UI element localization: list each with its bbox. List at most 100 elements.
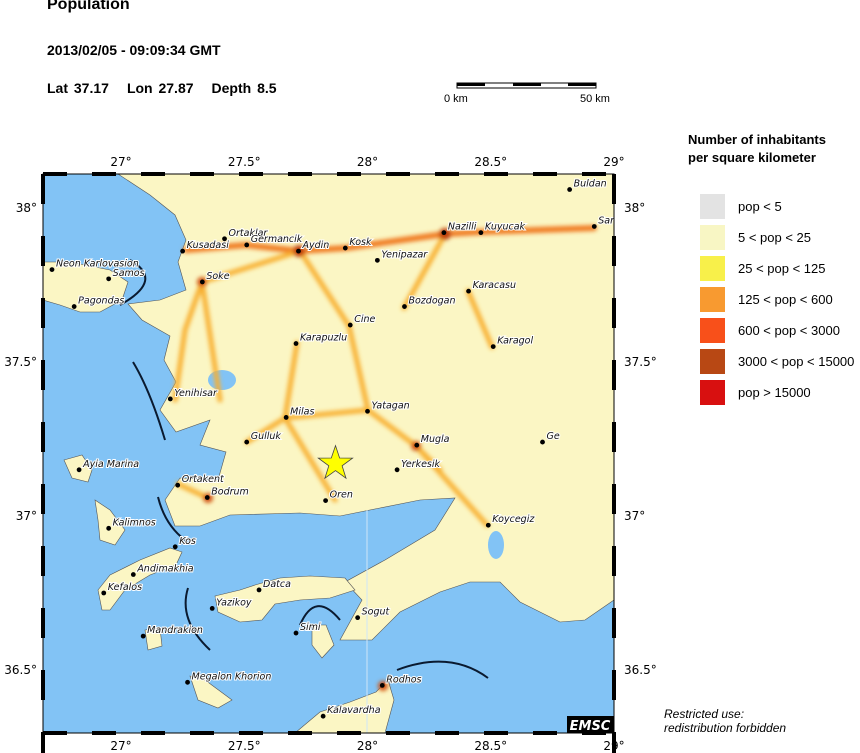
city-marker[interactable]: Aydin <box>296 239 330 254</box>
frame-dash <box>337 731 361 735</box>
city-marker[interactable]: Samos <box>106 267 146 282</box>
city-label: Bodrum <box>211 487 249 498</box>
legend-label: pop < 5 <box>738 198 782 214</box>
city-label: Germancik <box>251 234 303 245</box>
city-marker[interactable]: Kalavardha <box>320 704 382 719</box>
city-marker[interactable]: Karapuzlu <box>293 332 348 346</box>
city-marker[interactable]: Oren <box>323 489 354 503</box>
frame-dash <box>435 731 459 735</box>
city-label: Mandrakion <box>147 625 203 636</box>
city-marker[interactable]: Ge <box>540 430 561 445</box>
city-label: Kalimnos <box>113 517 156 528</box>
city-marker[interactable]: Pagondas <box>71 295 125 309</box>
city-marker[interactable]: Mugla <box>414 433 451 448</box>
frame-dash <box>612 546 616 576</box>
frame-dash <box>92 172 116 176</box>
city-label: Oren <box>330 490 353 501</box>
frame-dash <box>141 731 165 735</box>
city-marker[interactable]: Bozdogan <box>402 295 457 309</box>
city-marker[interactable]: Ortaklar <box>222 227 269 242</box>
frame-dash <box>43 731 67 735</box>
city-label: Datca <box>263 579 291 590</box>
map-title: Population <box>47 0 130 13</box>
city-marker[interactable]: Nazilli <box>441 221 478 236</box>
legend-title-line2: per square kilometer <box>688 150 816 165</box>
city-marker[interactable]: Yenihisar <box>167 387 219 402</box>
emsc-logo-text: EMSC <box>570 719 611 734</box>
frame-dash <box>612 670 616 700</box>
restricted-line1: Restricted use: <box>664 707 745 721</box>
city-marker[interactable]: Neon Karlovasion <box>49 258 140 272</box>
city-marker[interactable]: Ortakent <box>175 473 226 488</box>
city-marker[interactable]: Simi <box>293 621 322 636</box>
lat-tick-label-right: 36.5° <box>624 663 657 677</box>
city-marker[interactable]: Megalon Khorion <box>185 670 272 685</box>
city-marker[interactable]: Kos <box>172 535 197 550</box>
city-label: Ortaklar <box>229 228 269 239</box>
frame-dash <box>190 731 214 735</box>
city-marker[interactable]: Koycegiz <box>485 513 536 528</box>
legend-swatch <box>700 193 725 219</box>
city-marker[interactable]: Kusadasi <box>180 239 230 254</box>
legend-swatch <box>700 379 725 405</box>
legend-item: 5 < pop < 25 <box>700 224 811 250</box>
city-label: Buldan <box>574 179 607 190</box>
city-marker[interactable]: Kalimnos <box>106 516 157 531</box>
city-marker[interactable]: Buldan <box>567 178 608 192</box>
city-dot <box>374 257 380 263</box>
city-label: Cine <box>354 314 375 325</box>
city-label: Soke <box>206 271 229 282</box>
city-marker[interactable]: Yazikoy <box>209 596 253 611</box>
city-marker[interactable]: Rodhos <box>379 673 423 688</box>
legend-title: Number of inhabitants per square kilomet… <box>688 131 826 167</box>
city-label: Kuyucak <box>485 222 526 233</box>
city-dot <box>293 341 299 346</box>
frame-dash <box>41 732 45 753</box>
city-dot <box>244 439 250 445</box>
city-marker[interactable]: Andimakhia <box>130 563 195 577</box>
city-marker[interactable]: Bodrum <box>204 486 250 500</box>
city-marker[interactable]: Milas <box>283 405 315 420</box>
city-marker[interactable]: Germancik <box>244 233 304 248</box>
frame-dash <box>612 732 616 753</box>
city-label: Ge <box>547 431 560 442</box>
city-marker[interactable]: Gulluk <box>244 430 282 445</box>
frame-dash <box>612 174 616 204</box>
city-label: Nazilli <box>448 222 477 233</box>
frame-dash <box>612 422 616 452</box>
city-marker[interactable]: Datca <box>256 578 292 593</box>
population-map[interactable]: Buldan Sar Nazilli Kuyucak OrtaklarGermancik… <box>0 0 660 753</box>
nisyros-island <box>144 627 163 651</box>
epicenter-star-icon[interactable] <box>317 444 354 480</box>
event-datetime: 2013/02/05 - 09:09:34 GMT <box>47 42 221 58</box>
legend-swatch <box>700 348 725 374</box>
city-marker[interactable]: Sar <box>591 214 615 229</box>
legend-swatch <box>700 224 725 250</box>
city-label: Kosk <box>349 237 372 248</box>
frame-dash <box>41 360 45 390</box>
city-marker[interactable]: Sogut <box>355 606 392 621</box>
city-label: Mugla <box>421 434 450 445</box>
city-dot <box>172 544 178 550</box>
city-marker[interactable]: Kefalos <box>101 581 143 596</box>
scale-start-label: 0 km <box>444 93 468 105</box>
city-marker[interactable]: Ayia Marina <box>76 458 140 473</box>
frame-dash <box>41 608 45 638</box>
frame-dash <box>288 172 312 176</box>
city-marker[interactable]: Kuyucak <box>478 221 527 236</box>
city-marker[interactable]: Karagol <box>490 335 534 349</box>
city-marker[interactable]: Cine <box>347 313 377 328</box>
city-marker[interactable]: Kosk <box>342 236 373 251</box>
city-label: Andimakhia <box>136 564 193 575</box>
city-marker[interactable]: Yenipazar <box>374 248 429 263</box>
frame-dash <box>582 172 606 176</box>
city-marker[interactable]: Yatagan <box>365 399 411 414</box>
frame-dash <box>41 484 45 514</box>
city-marker[interactable]: Yerkesik <box>394 458 442 473</box>
city-marker[interactable]: Karacasu <box>466 279 517 294</box>
city-marker[interactable]: Soke <box>199 270 231 285</box>
city-label: Sogut <box>362 607 391 618</box>
city-dot <box>49 267 55 272</box>
frame-dash <box>533 172 557 176</box>
city-marker[interactable]: Mandrakion <box>140 624 204 639</box>
